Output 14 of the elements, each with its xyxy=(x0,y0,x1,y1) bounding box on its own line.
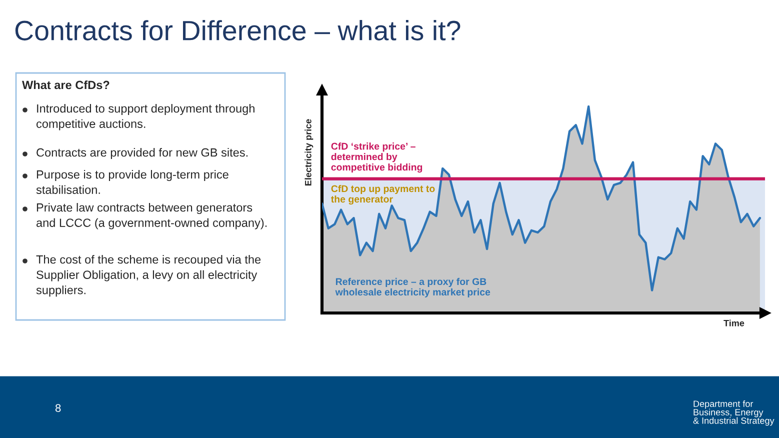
text: 8 xyxy=(55,404,61,412)
series-label: Reference price – a proxy for GB wholesale electricity market price xyxy=(335,278,490,298)
y-axis-title: Electricity price xyxy=(304,119,314,186)
text: Introduced to support deployment through competitive auctions. xyxy=(36,104,254,130)
x-axis-title: Time xyxy=(724,320,744,326)
text: The cost of the scheme is recouped via the Supplier Obligation, a levy on all electricity suppliers. xyxy=(36,255,261,297)
text: Private law contracts between generators and LCCC (a government-owned company). xyxy=(36,203,267,230)
band-label: CfD top up payment to the generator xyxy=(331,184,435,205)
text: Contracts for Difference – what is it? xyxy=(15,20,460,40)
text: Purpose is to provide long-term price stabilisation. xyxy=(36,170,228,194)
text: What are CfDs? xyxy=(22,80,110,90)
ref-line-label: CfD ‘strike price’ – determined by competitive bidding xyxy=(331,142,422,173)
text: Department for Business, Energy & Industrial Strategy xyxy=(693,400,774,426)
text: Contracts are provided for new GB sites. xyxy=(36,148,248,160)
